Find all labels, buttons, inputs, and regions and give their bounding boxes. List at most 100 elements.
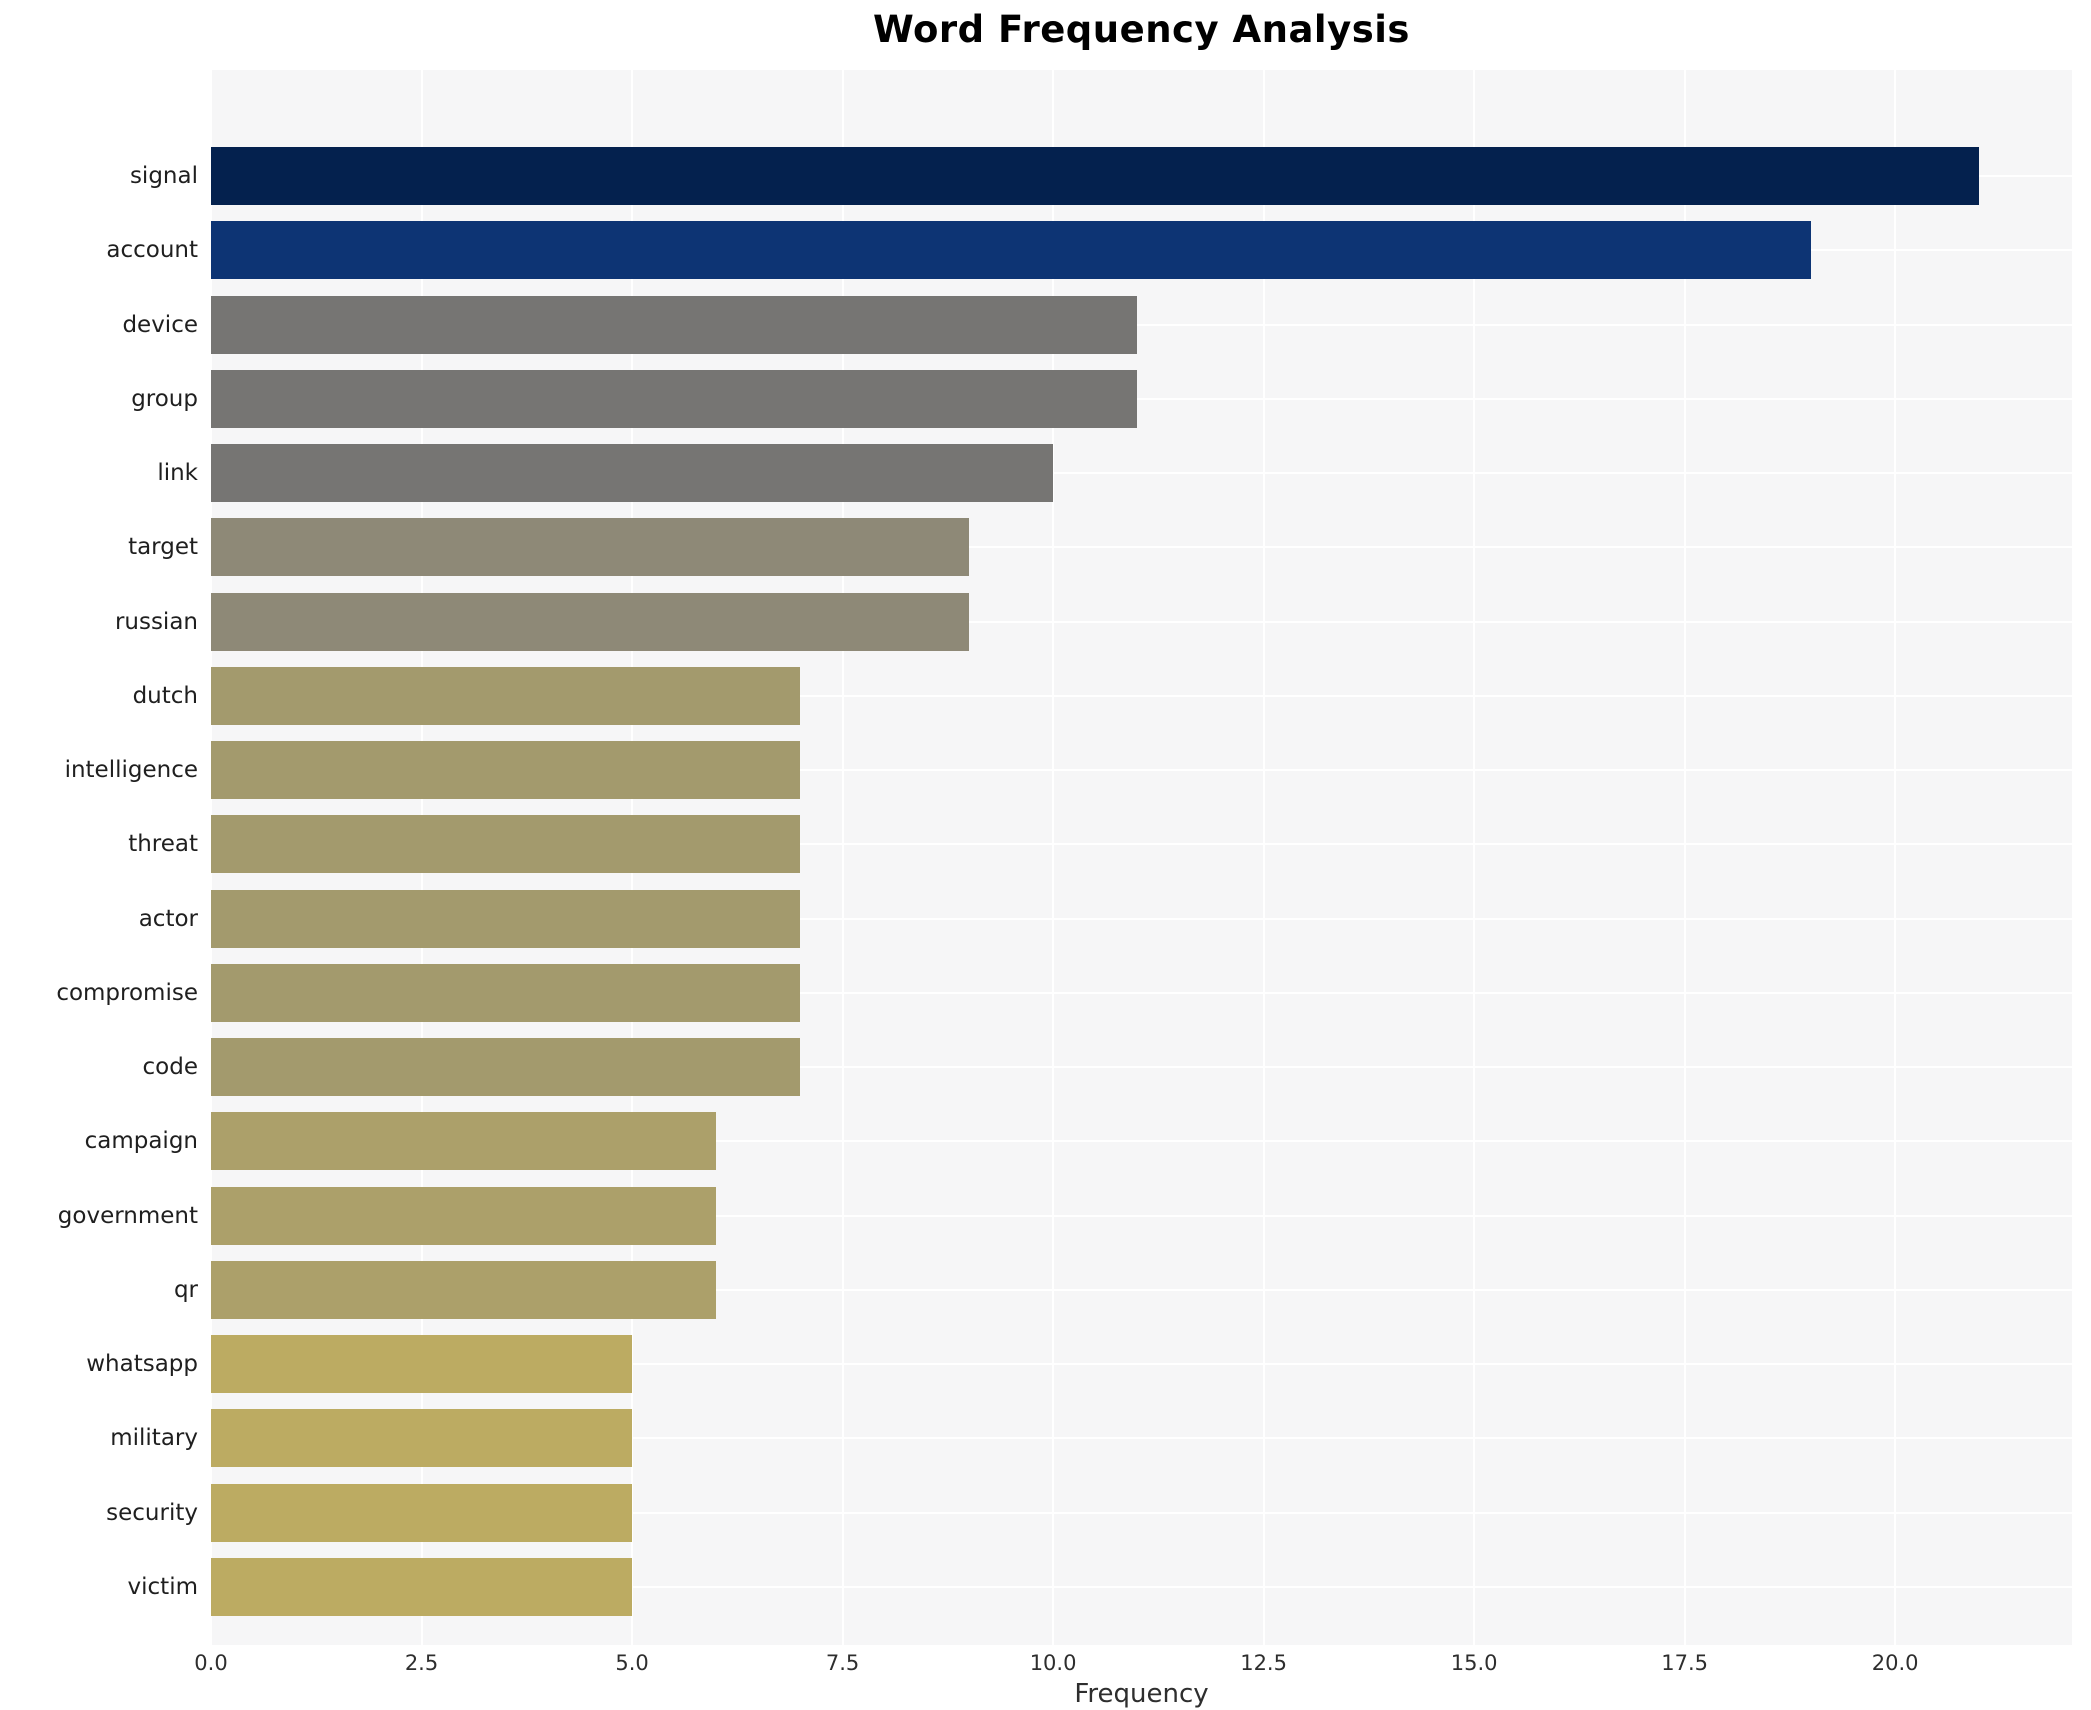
frequency-bar <box>211 963 801 1022</box>
horizontal-gridline <box>211 843 2072 846</box>
horizontal-gridline <box>211 1437 2072 1440</box>
category-label: code <box>142 1054 198 1081</box>
chart-body: signal account device group link target russia… <box>0 70 2091 1645</box>
bar-row <box>211 956 2072 1030</box>
category-label: dutch <box>132 682 198 709</box>
frequency-bar <box>211 1335 633 1394</box>
x-tick-label: 17.5 <box>1661 1651 1709 1675</box>
bar-row <box>211 1401 2072 1475</box>
bar-row <box>211 139 2072 213</box>
bar-row <box>211 1476 2072 1550</box>
chart-title: Word Frequency Analysis <box>873 8 1410 51</box>
frequency-bar <box>211 444 1054 503</box>
horizontal-gridline <box>211 917 2072 920</box>
category-label: device <box>122 311 198 338</box>
x-tick-label: 20.0 <box>1871 1651 1919 1675</box>
bar-row <box>211 807 2072 881</box>
frequency-bar <box>211 1186 717 1245</box>
horizontal-gridline <box>211 1288 2072 1291</box>
category-label: military <box>110 1425 198 1452</box>
vertical-gridline <box>1683 70 1686 1645</box>
horizontal-gridline <box>211 1511 2072 1514</box>
bar-row <box>211 1104 2072 1178</box>
horizontal-gridline <box>211 472 2072 475</box>
horizontal-gridline <box>211 1214 2072 1217</box>
horizontal-gridline <box>211 397 2072 400</box>
category-label: victim <box>127 1573 198 1600</box>
category-label: threat <box>128 831 198 858</box>
vertical-gridline <box>841 70 844 1645</box>
vertical-gridline <box>1894 70 1897 1645</box>
horizontal-gridline <box>211 1066 2072 1069</box>
x-tick-label: 5.0 <box>615 1651 649 1675</box>
x-axis-label-band: Frequency <box>211 1679 2072 1710</box>
x-tick-label: 10.0 <box>1029 1651 1077 1675</box>
bar-row <box>211 1327 2072 1401</box>
horizontal-gridline <box>211 991 2072 994</box>
frequency-bar <box>211 221 1811 280</box>
x-tick-label: 7.5 <box>825 1651 860 1675</box>
category-label: russian <box>114 608 198 635</box>
category-label: qr <box>173 1276 198 1303</box>
frequency-bar <box>211 1557 633 1616</box>
bar-row <box>211 1030 2072 1104</box>
category-label: account <box>106 237 198 264</box>
frequency-bar <box>211 369 1138 428</box>
frequency-bar <box>211 1409 633 1468</box>
frequency-bar <box>211 1038 801 1097</box>
category-label: intelligence <box>64 757 198 784</box>
horizontal-gridline <box>211 769 2072 772</box>
category-label: security <box>106 1499 198 1526</box>
bar-row <box>211 1550 2072 1624</box>
frequency-bar <box>211 147 1980 206</box>
category-label: campaign <box>84 1128 198 1155</box>
horizontal-gridline <box>211 546 2072 549</box>
frequency-bar <box>211 815 801 874</box>
bar-row <box>211 436 2072 510</box>
frequency-bar <box>211 1260 717 1319</box>
horizontal-gridline <box>211 323 2072 326</box>
horizontal-gridline <box>211 694 2072 697</box>
bar-row <box>211 1179 2072 1253</box>
x-axis-label: Frequency <box>1074 1679 1209 1709</box>
title-band: Word Frequency Analysis <box>0 0 2091 70</box>
x-tick-label: 15.0 <box>1450 1651 1498 1675</box>
bar-row <box>211 1253 2072 1327</box>
category-label: whatsapp <box>86 1351 198 1378</box>
frequency-bar <box>211 889 801 948</box>
category-label: compromise <box>56 979 198 1006</box>
bar-row <box>211 362 2072 436</box>
bar-row <box>211 659 2072 733</box>
vertical-gridline <box>1262 70 1265 1645</box>
horizontal-gridline <box>211 1363 2072 1366</box>
category-label: actor <box>138 905 198 932</box>
frequency-bar <box>211 518 969 577</box>
category-label: signal <box>129 163 198 190</box>
bar-row <box>211 288 2072 362</box>
vertical-gridline <box>1052 70 1055 1645</box>
category-label: group <box>131 385 198 412</box>
frequency-bar <box>211 741 801 800</box>
bar-row <box>211 585 2072 659</box>
category-label: link <box>157 460 198 487</box>
frequency-bar <box>211 1483 633 1542</box>
x-tick-label: 12.5 <box>1240 1651 1287 1675</box>
bar-row <box>211 510 2072 584</box>
bar-row <box>211 213 2072 287</box>
frequency-bar <box>211 666 801 725</box>
category-label: target <box>128 534 198 561</box>
bar-row <box>211 733 2072 807</box>
plot-area <box>210 70 2072 1645</box>
frequency-bar <box>211 295 1138 354</box>
bar-rows <box>211 70 2072 1645</box>
frequency-bar <box>211 1112 717 1171</box>
horizontal-gridline <box>211 1585 2072 1588</box>
x-axis-ticks: 0.0 2.5 5.0 7.5 10.0 12.5 15.0 17.5 20.0 <box>194 1645 2072 1679</box>
frequency-bar <box>211 592 969 651</box>
x-tick-label: 0.0 <box>194 1651 228 1675</box>
vertical-gridline <box>1473 70 1476 1645</box>
horizontal-gridline <box>211 620 2072 623</box>
category-label: government <box>57 1202 198 1229</box>
bar-row <box>211 882 2072 956</box>
